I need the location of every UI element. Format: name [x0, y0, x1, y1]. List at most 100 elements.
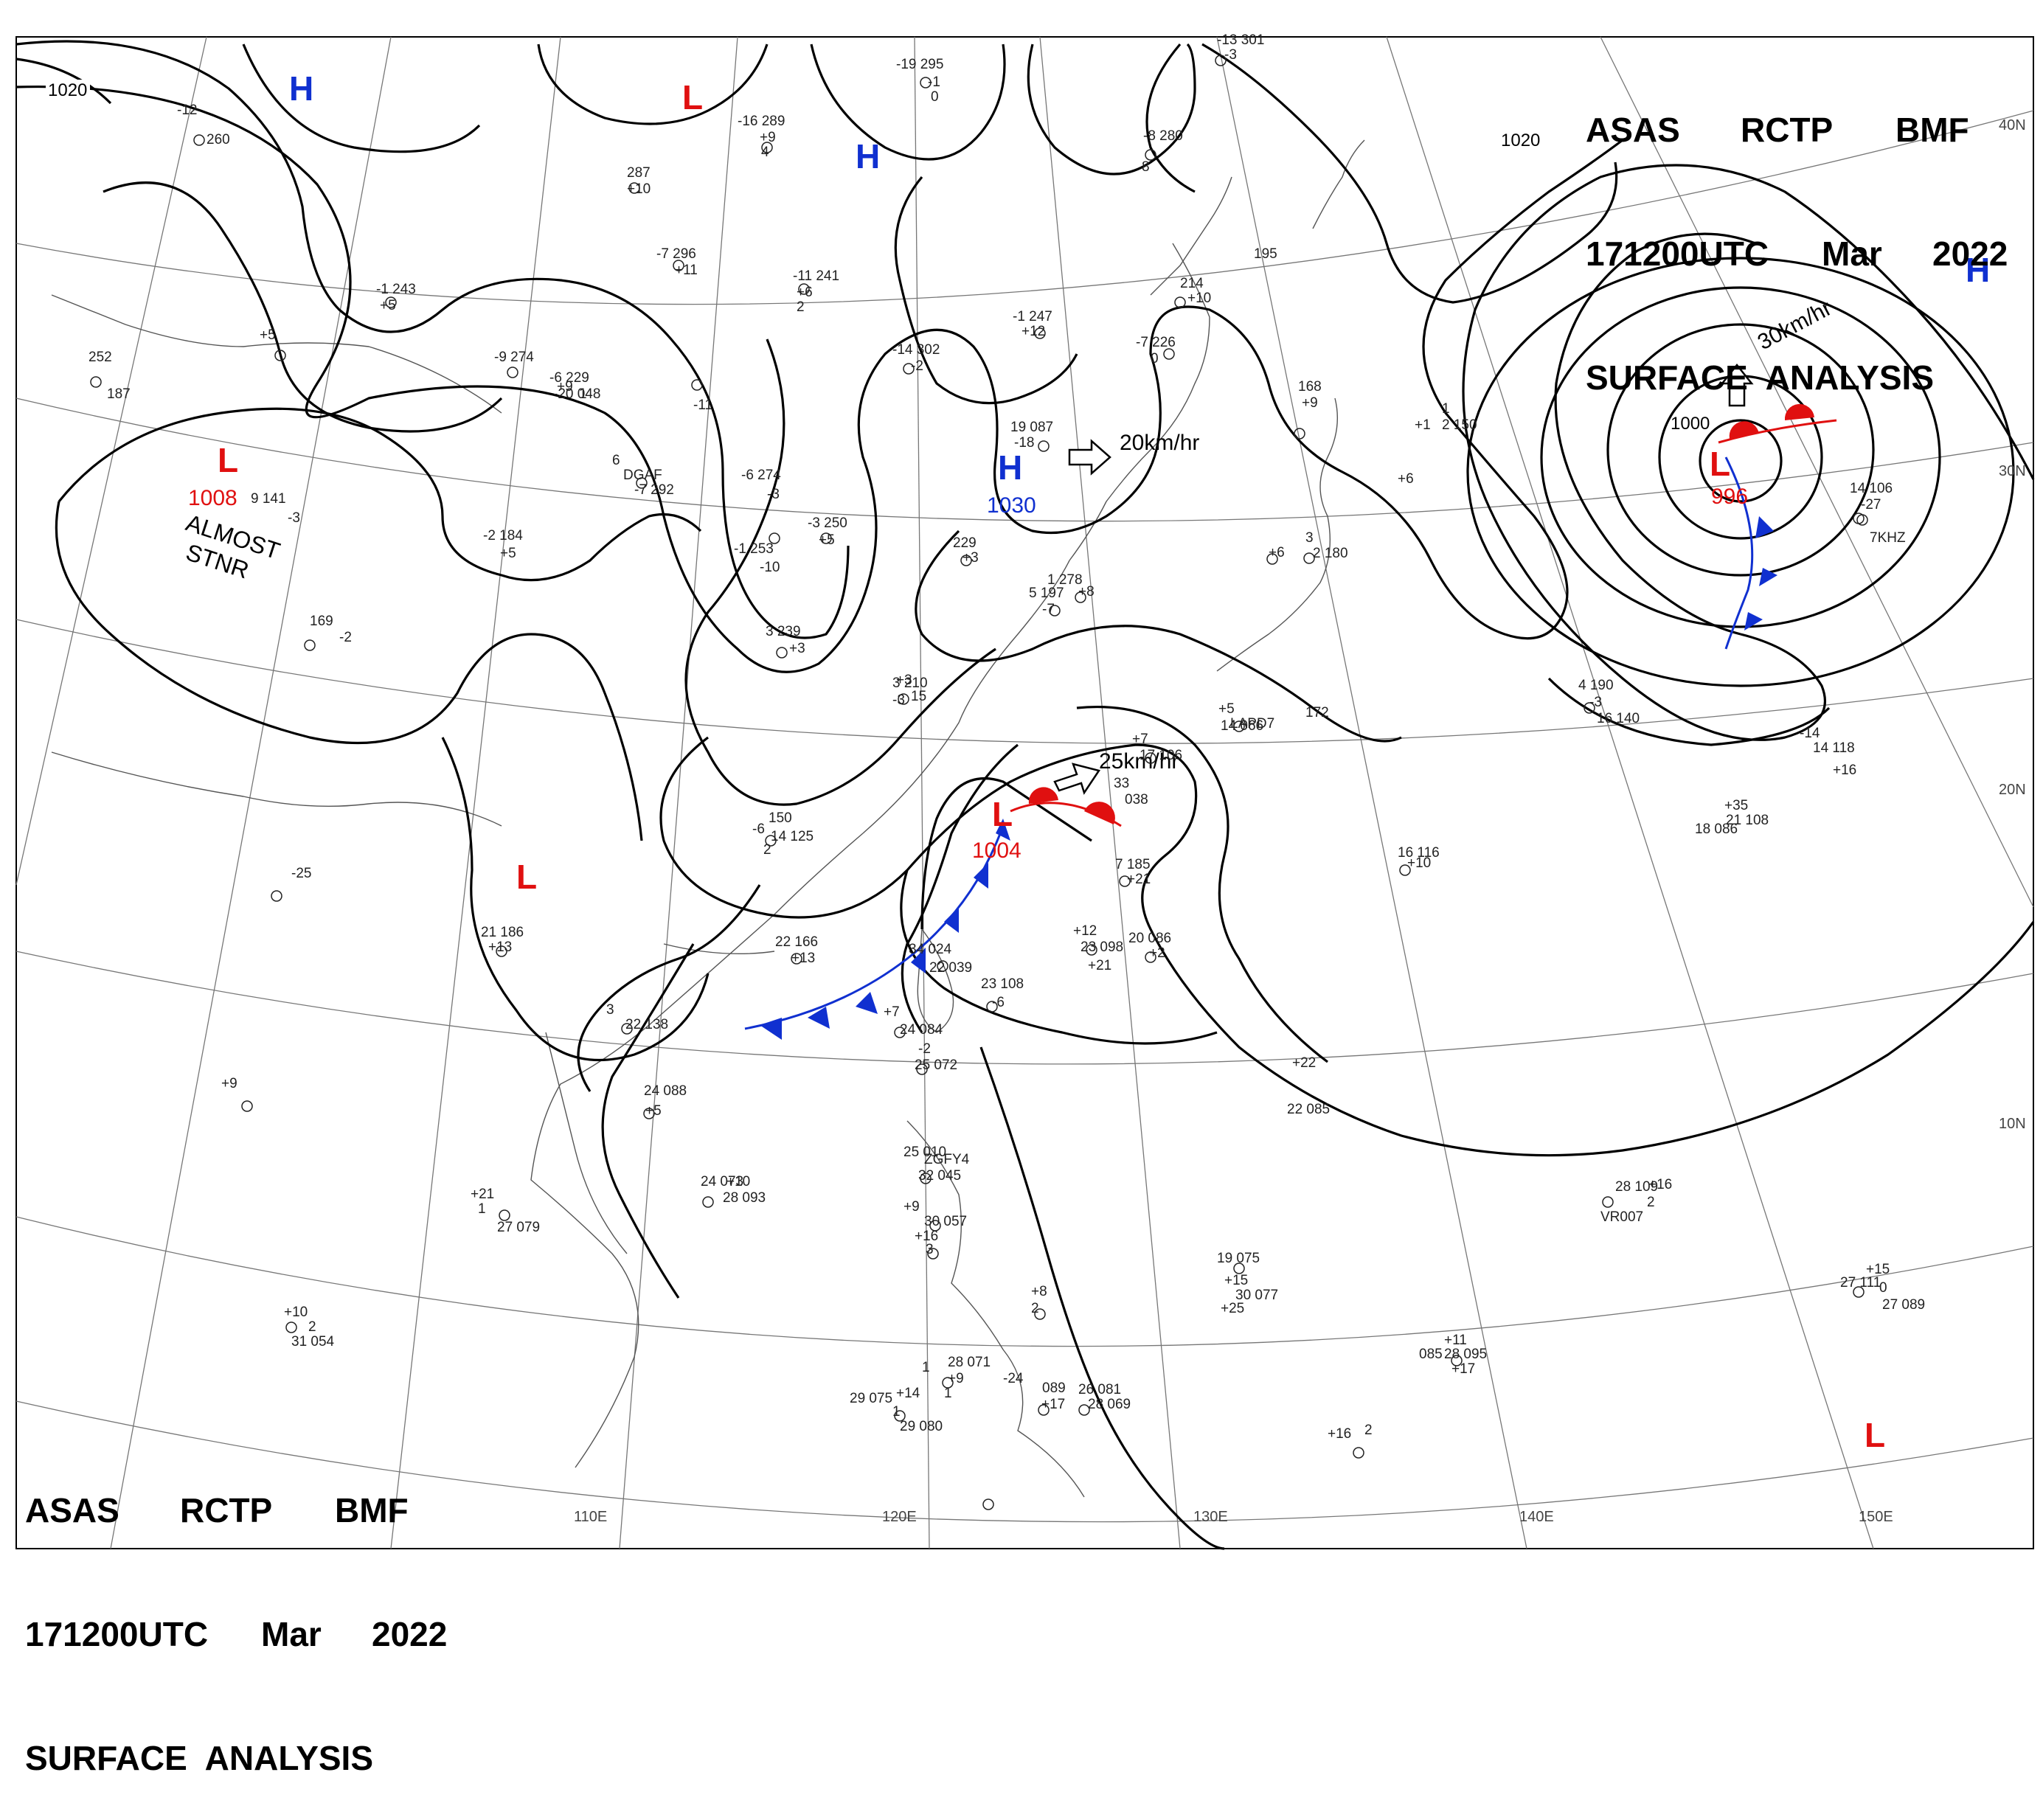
station-value: -2	[339, 630, 352, 645]
station-value: 195	[1254, 246, 1277, 262]
station-value: -3	[767, 487, 780, 502]
station-value: +15	[1224, 1273, 1248, 1288]
station-marker	[798, 283, 810, 295]
station-value: +10	[726, 1174, 750, 1189]
station-value: 214	[1180, 276, 1204, 291]
low-value: 1008	[188, 486, 237, 510]
station-value: +9	[760, 130, 776, 145]
station-value: 18 086	[1695, 822, 1738, 837]
analysis-time: 171200UTC	[25, 1615, 209, 1653]
station-value: 3	[1305, 530, 1314, 546]
station-marker	[776, 647, 788, 659]
station-marker	[927, 1248, 939, 1260]
station-value: +9	[221, 1076, 237, 1091]
station-value: +21	[1127, 872, 1151, 887]
station-marker	[1034, 327, 1046, 339]
station-marker	[986, 1001, 998, 1013]
product-name: SURFACE ANALYSIS	[1586, 358, 1935, 397]
station-value: +16	[1328, 1426, 1351, 1442]
station-value: +3	[896, 673, 912, 688]
lat-label: 30N	[1999, 463, 2026, 479]
station-value: -9 274	[494, 350, 534, 365]
station-value: 3 210	[892, 675, 928, 691]
station-value: 22 085	[1287, 1102, 1330, 1117]
station-value: +9	[903, 1199, 920, 1215]
station-marker	[274, 350, 286, 361]
station-value: -7	[1042, 602, 1055, 617]
station-value: 19 075	[1217, 1251, 1260, 1266]
station-value: -1 253	[734, 541, 774, 557]
station-value: 1	[944, 1386, 952, 1401]
station-value: 252	[89, 350, 112, 365]
office-code: BMF	[1895, 111, 1969, 149]
station-value: 1	[922, 1360, 930, 1375]
station-value: -7 296	[656, 246, 696, 262]
station-marker	[1174, 296, 1186, 308]
station-value: -14 302	[892, 342, 940, 358]
station-value: 1	[579, 386, 587, 402]
isobar	[684, 338, 996, 806]
isobar	[15, 85, 1623, 673]
station-value: +21	[471, 1187, 494, 1202]
station-value: +9	[1302, 395, 1318, 411]
agency-code: ASAS	[25, 1491, 119, 1529]
low-value: 1004	[972, 838, 1022, 863]
lon-label: 130E	[1193, 1509, 1228, 1525]
movement-arrows	[1053, 363, 1754, 795]
high-symbol: H	[1966, 251, 1990, 289]
isobar	[900, 869, 1218, 1045]
station-value: 2 150	[1442, 417, 1477, 433]
station-value: +16	[915, 1229, 938, 1244]
station-value: 14 118	[1813, 740, 1855, 756]
station-value: 32 045	[918, 1168, 961, 1184]
station-value: 038	[1125, 792, 1148, 807]
station-value: 15	[911, 689, 926, 704]
station-marker	[894, 1027, 906, 1038]
station-value: +3	[789, 641, 805, 656]
station-value: -11	[693, 397, 712, 413]
station-value: -10	[760, 560, 780, 575]
station-value: 2	[1031, 1301, 1039, 1316]
station-value: -3	[1224, 47, 1237, 63]
station-value: 089	[1042, 1380, 1066, 1396]
station-value: -24	[1003, 1371, 1024, 1386]
station-value: ZGFY4	[924, 1152, 970, 1167]
station-value: 8	[1142, 159, 1150, 175]
station-marker	[643, 1108, 655, 1119]
station-marker	[937, 960, 948, 972]
station-marker	[1145, 752, 1156, 764]
station-value: +12	[1022, 324, 1045, 339]
station-marker	[1233, 1262, 1245, 1274]
station-marker	[1049, 605, 1061, 616]
station-value: 6	[612, 453, 620, 468]
station-value: 1	[478, 1201, 486, 1217]
movement-label: 20km/hr	[1120, 431, 1199, 455]
station-value: -25	[291, 866, 311, 881]
station-value: 16 140	[1597, 711, 1640, 726]
station-value: +13	[488, 939, 512, 955]
station-value: 20 086	[1128, 931, 1171, 946]
isobar	[810, 44, 1006, 161]
station-value: 0	[931, 89, 939, 105]
station-value: +16	[1648, 1177, 1672, 1192]
station-value: -18	[1014, 435, 1034, 451]
station-value: -27	[1861, 497, 1881, 513]
product-name: SURFACE ANALYSIS	[25, 1739, 374, 1777]
station-value: 14 066	[1221, 718, 1263, 734]
station-value: 28 069	[1088, 1397, 1131, 1412]
station-value: +1	[1415, 417, 1431, 433]
station-value: 2 180	[1313, 546, 1348, 561]
station-value: 7KHZ	[1870, 530, 1906, 546]
low-symbol: L	[218, 441, 238, 479]
station-marker	[898, 693, 909, 705]
station-value: 19 087	[1010, 420, 1053, 435]
front-996	[1718, 403, 1837, 650]
station-value: +5	[1218, 701, 1235, 717]
station-marker	[304, 639, 316, 651]
isobar	[577, 884, 761, 1092]
isobar	[915, 529, 1402, 743]
isobar	[1145, 43, 1196, 193]
station-value: -12	[177, 103, 197, 118]
station-marker	[193, 134, 205, 146]
station-value: -1 243	[376, 282, 416, 297]
